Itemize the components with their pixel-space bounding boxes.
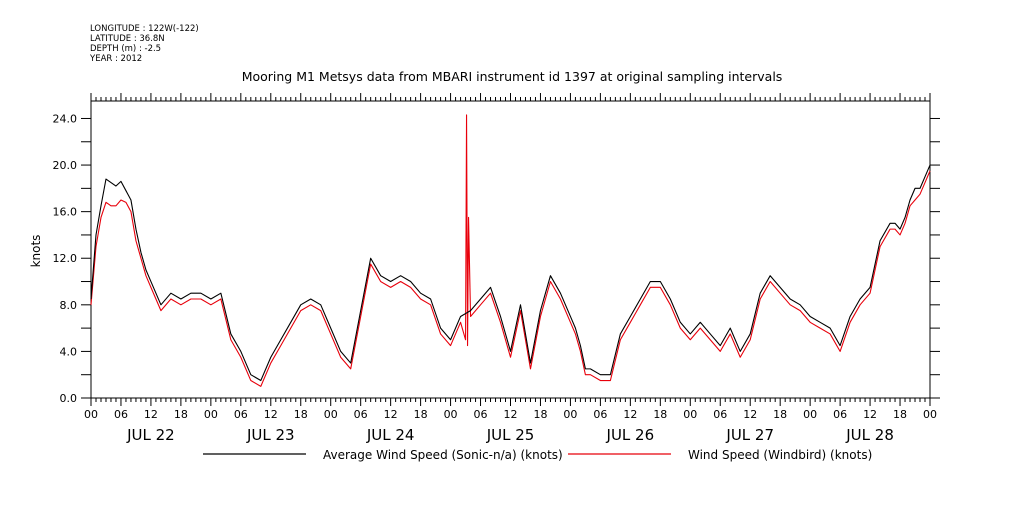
x-tick-label: 18	[174, 408, 188, 421]
x-tick-label: 12	[623, 408, 637, 421]
y-tick-label: 4.0	[60, 345, 78, 358]
x-tick-label: 06	[114, 408, 128, 421]
x-tick-label: 12	[144, 408, 158, 421]
x-tick-label: 18	[653, 408, 667, 421]
x-tick-label: 18	[533, 408, 547, 421]
x-tick-label: 00	[444, 408, 458, 421]
x-tick-label: 00	[324, 408, 338, 421]
x-tick-label: 12	[863, 408, 877, 421]
x-tick-label: 06	[833, 408, 847, 421]
latitude-label: LATITUDE : 36.8N	[90, 34, 165, 44]
series-line-windbird-wind-speed	[90, 114, 931, 387]
legend-label-windbird: Wind Speed (Windbird) (knots)	[688, 448, 872, 462]
x-day-label: JUL 25	[486, 426, 535, 444]
plot-frame	[90, 100, 931, 399]
x-tick-label: 12	[743, 408, 757, 421]
x-tick-label: 06	[354, 408, 368, 421]
year-label: YEAR : 2012	[89, 54, 142, 64]
x-tick-label: 18	[414, 408, 428, 421]
y-tick-label: 12.0	[53, 252, 78, 265]
x-tick-label: 12	[504, 408, 518, 421]
x-tick-label: 00	[84, 408, 98, 421]
x-tick-label: 00	[204, 408, 218, 421]
depth-label: DEPTH (m) : -2.5	[90, 44, 161, 54]
y-tick-label: 8.0	[60, 299, 78, 312]
x-tick-label: 18	[773, 408, 787, 421]
x-day-label: JUL 27	[725, 426, 774, 444]
x-day-label: JUL 23	[246, 426, 295, 444]
series-layer	[90, 114, 931, 387]
chart-title: Mooring M1 Metsys data from MBARI instru…	[242, 69, 783, 84]
x-tick-label: 00	[563, 408, 577, 421]
x-day-label: JUL 26	[606, 426, 655, 444]
x-tick-label: 00	[683, 408, 697, 421]
x-tick-label: 06	[234, 408, 248, 421]
axes-layer: 00 06 12 18 00 06 12 18 00 06 12 18 00 06 12 18 00 06 12 18…	[53, 93, 940, 444]
legend: Average Wind Speed (Sonic-n/a) (knots) W…	[203, 448, 872, 462]
x-tick-label: 06	[593, 408, 607, 421]
x-tick-label: 00	[923, 408, 937, 421]
y-tick-label: 20.0	[53, 159, 78, 172]
x-tick-label: 06	[474, 408, 488, 421]
y-tick-label: 16.0	[53, 206, 78, 219]
x-day-label: JUL 22	[126, 426, 175, 444]
legend-label-average: Average Wind Speed (Sonic-n/a) (knots)	[323, 448, 563, 462]
y-tick-label: 0.0	[60, 392, 78, 405]
x-tick-label: 00	[803, 408, 817, 421]
x-tick-label: 12	[264, 408, 278, 421]
series-line-average-wind-speed	[90, 164, 931, 382]
x-tick-label: 12	[384, 408, 398, 421]
x-day-label: JUL 28	[845, 426, 894, 444]
y-tick-label: 24.0	[53, 112, 78, 125]
x-tick-label: 18	[294, 408, 308, 421]
x-tick-label: 06	[713, 408, 727, 421]
longitude-label: LONGITUDE : 122W(-122)	[90, 24, 199, 34]
x-tick-label: 18	[893, 408, 907, 421]
y-axis-label: knots	[29, 235, 43, 268]
x-day-label: JUL 24	[366, 426, 415, 444]
